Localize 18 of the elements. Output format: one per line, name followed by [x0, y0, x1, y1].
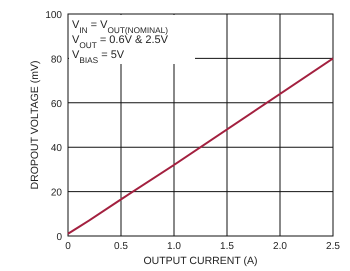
y-tick-label: 40	[50, 143, 62, 154]
y-axis-title: DROPOUT VOLTAGE (mV)	[29, 60, 41, 190]
y-tick-label: 80	[50, 54, 62, 66]
annotation: V$_{OUT}$ = 0.6V & 2.5V	[72, 34, 169, 50]
y-tick-label: 60	[50, 98, 62, 110]
y-tick-label: 0	[56, 232, 62, 243]
line-series	[67, 57, 334, 235]
x-axis-title: OUTPUT CURRENT (A)	[144, 255, 258, 267]
x-tick-label: 1.5	[220, 241, 234, 252]
x-tick-label: 1.0	[167, 241, 182, 252]
annotation: V$_{BIAS}$ = 5V	[72, 49, 125, 64]
y-tick-label: 100	[45, 10, 62, 21]
x-tick-label: 0.5	[114, 241, 128, 252]
annotation: V$_{IN}$ = V$_{OUT(NOMINAL)}$	[72, 19, 168, 34]
x-tick-label: 2.0	[273, 241, 288, 252]
y-tick-label: 20	[50, 188, 62, 199]
x-tick-label: 0	[65, 241, 72, 252]
x-tick-label: 2.5	[326, 241, 340, 252]
